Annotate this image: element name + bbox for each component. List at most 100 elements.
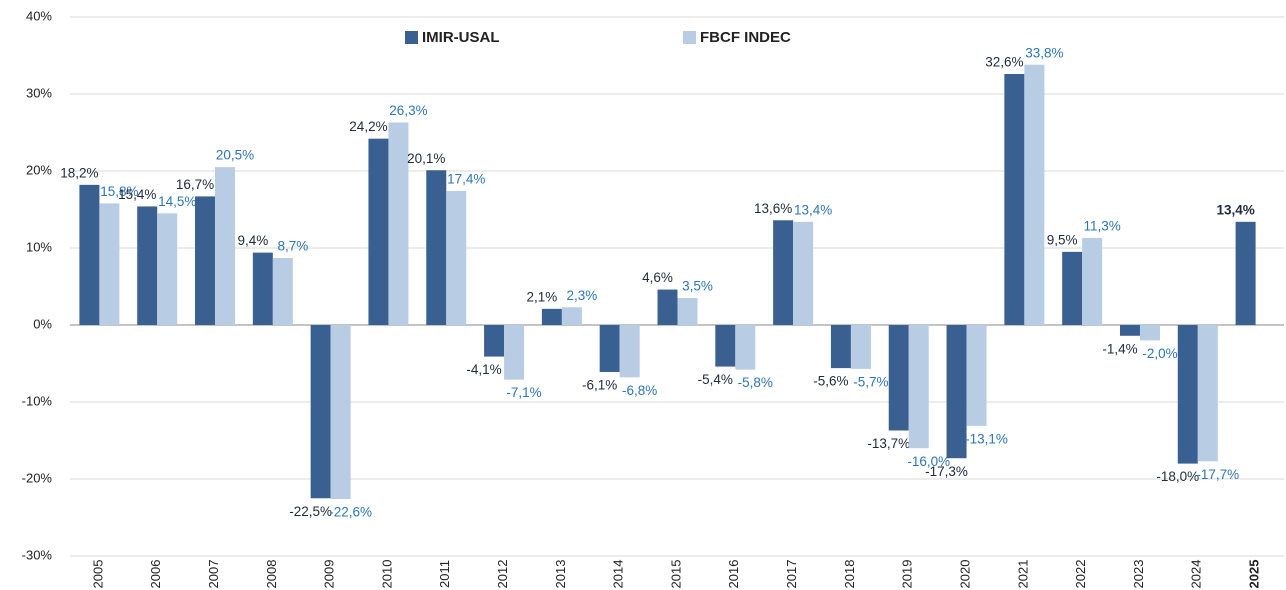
bar [735,325,756,370]
value-label: -17,3% [925,464,968,479]
x-tick-label: 2024 [1189,560,1204,589]
value-label: 4,6% [642,270,673,285]
value-label: 15,4% [118,187,156,202]
y-tick-label: 30% [26,85,52,100]
value-label: -16,0% [907,454,950,469]
value-label: -6,8% [622,383,657,398]
value-label: 16,7% [176,177,214,192]
value-label: 9,5% [1047,232,1078,247]
value-label: 8,7% [277,239,308,254]
bar [446,191,467,325]
x-tick-label: 2010 [379,560,394,589]
x-tick-label: 2012 [495,560,510,589]
bar [561,307,582,325]
x-tick-label: 2017 [784,560,799,589]
bar [599,325,620,372]
x-tick-label: 2020 [957,560,972,589]
x-tick-label: 2008 [264,560,279,589]
value-label: -6,1% [582,378,617,393]
value-label: 2,1% [526,289,557,304]
bar [1024,64,1045,326]
x-tick-label: 2021 [1015,560,1030,589]
y-tick-label: 40% [26,8,52,23]
x-tick-label: 2023 [1131,560,1146,589]
x-tick-label: 2013 [553,560,568,589]
bar [966,325,987,426]
y-tick-label: 0% [33,316,52,331]
bar [1197,325,1218,462]
value-label: 3,5% [682,279,713,294]
y-tick-label: 20% [26,162,52,177]
x-tick-label: 2011 [437,560,452,588]
x-tick-label: 2019 [900,560,915,589]
bar [426,170,447,325]
bar [677,298,698,325]
bar [946,325,967,459]
value-label: -13,7% [867,436,910,451]
x-tick-label: 2015 [668,560,683,589]
x-tick-label: 2018 [842,560,857,589]
value-label: 13,6% [754,201,792,216]
value-label: 20,5% [216,148,254,163]
value-label: 13,4% [794,202,832,217]
value-label: 14,5% [158,194,196,209]
value-label: -22,5% [289,504,332,519]
x-tick-label: 2016 [726,560,741,589]
bar [541,308,562,325]
bar [850,325,871,369]
bar [715,325,736,367]
bar [1235,221,1256,325]
value-label: 26,3% [389,103,427,118]
x-tick-label: 2007 [206,560,221,589]
x-tick-label: 2025 [1247,560,1262,589]
x-tick-label: 2009 [322,560,337,589]
value-label: 24,2% [349,119,387,134]
bar [484,325,505,357]
value-label: -7,1% [506,385,541,400]
x-tick-label: 2014 [611,560,626,589]
x-tick-label: 2022 [1073,560,1088,589]
value-label: 2,3% [566,288,597,303]
value-label: -4,1% [466,362,501,377]
bar [330,325,351,500]
x-tick-label: 2006 [148,560,163,589]
value-label: -5,4% [698,372,733,387]
legend-label: IMIR-USAL [422,29,500,46]
bar [657,289,678,325]
value-label: 18,2% [60,165,98,180]
bar [79,184,100,325]
y-tick-label: -30% [22,547,53,562]
bar [157,213,178,325]
value-label: 17,4% [447,172,485,187]
value-label: 32,6% [985,55,1023,70]
bar [137,206,158,325]
legend-swatch [683,31,696,44]
value-label: -5,8% [738,375,773,390]
value-label: -2,0% [1142,346,1177,361]
bar [388,122,409,326]
x-tick-label: 2005 [90,560,105,589]
legend-label: FBCF INDEC [700,29,791,46]
bar [1119,325,1140,336]
bar [99,203,120,325]
bar [195,196,216,325]
value-label: 20,1% [407,151,445,166]
bar [215,167,236,325]
y-tick-label: -10% [22,393,53,408]
value-label: -5,6% [813,374,848,389]
bar [773,220,794,325]
bar [1177,325,1198,464]
bar [252,252,273,325]
legend-swatch [405,31,418,44]
y-tick-label: 10% [26,239,52,254]
value-label: 9,4% [237,233,268,248]
bar [793,221,814,325]
bar [310,325,331,499]
bar [908,325,929,449]
bar [1062,251,1083,325]
bar [830,325,851,369]
value-label: -13,1% [965,431,1008,446]
bar [272,258,293,325]
value-label: -17,7% [1196,467,1239,482]
bar [1082,237,1103,325]
